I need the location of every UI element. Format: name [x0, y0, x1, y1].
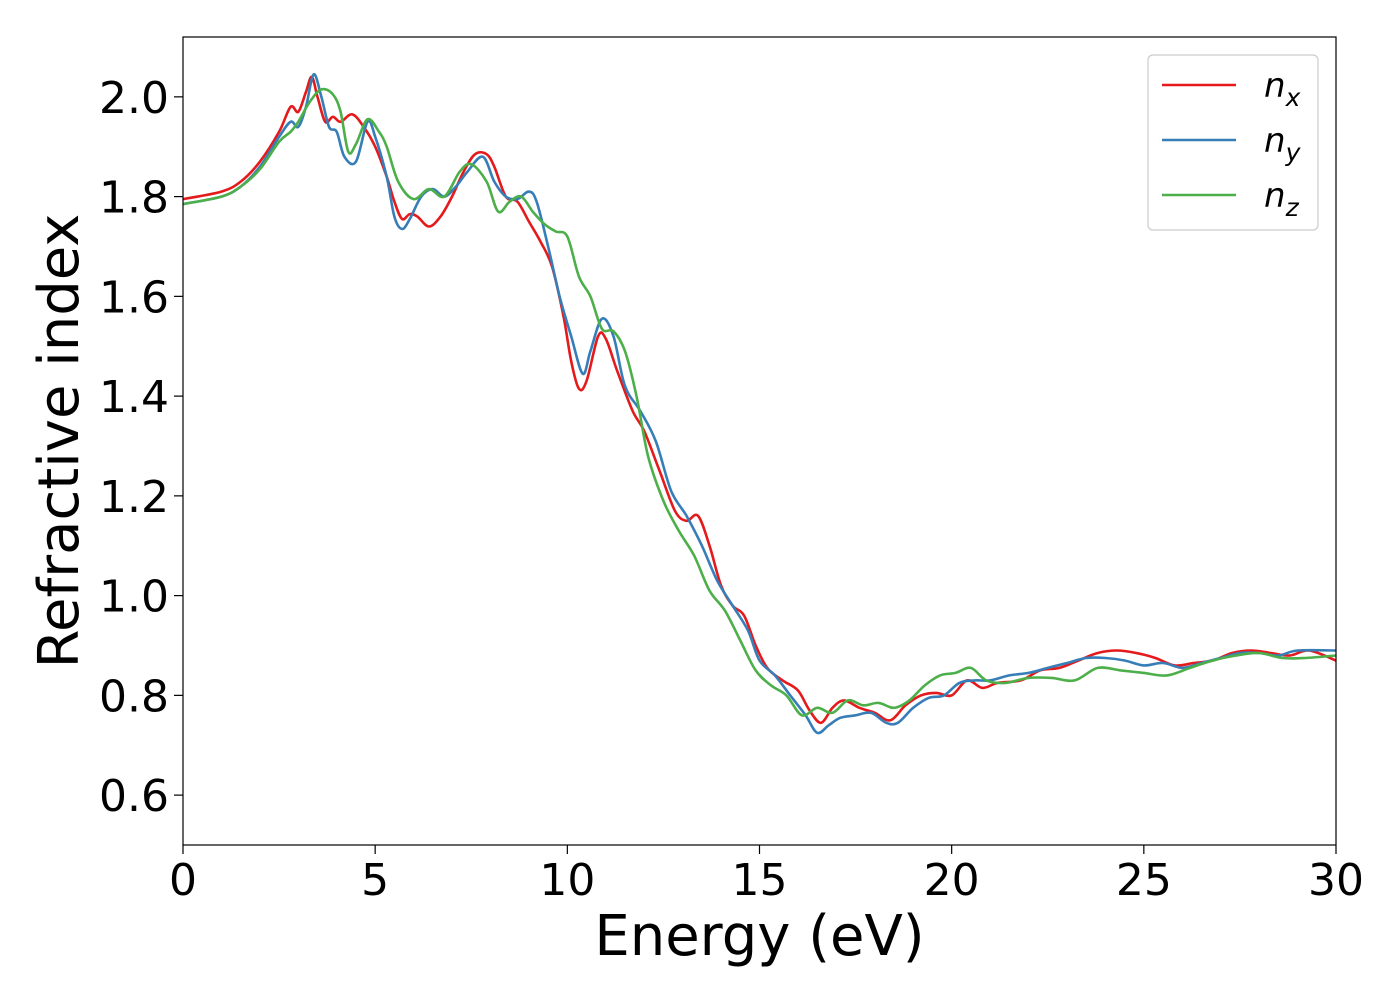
- y-tick-label: 1.8: [99, 173, 169, 224]
- y-axis-label: Refractive index: [27, 214, 92, 669]
- legend-label-y: ny: [1264, 121, 1302, 167]
- y-tick-label: 1.0: [99, 572, 169, 623]
- y-tick-label: 1.4: [99, 372, 169, 423]
- legend-label-z: nz: [1264, 176, 1300, 222]
- y-tick-label: 0.8: [99, 671, 169, 722]
- tick-layer: 0 5 10 15 20 25 30 0.6 0.8 1.0 1.2 1.4 1.6 1.8 2.0: [99, 73, 1364, 906]
- y-tick-label: 1.6: [99, 272, 169, 323]
- x-tick-label: 30: [1308, 855, 1364, 906]
- series-line-z: [183, 87, 1336, 717]
- x-tick-label: 5: [361, 855, 389, 906]
- x-tick-label: 20: [924, 855, 980, 906]
- y-tick-label: 2.0: [99, 73, 169, 124]
- series-layer: [183, 73, 1336, 735]
- x-tick-label: 0: [169, 855, 197, 906]
- legend: nx ny nz: [1147, 54, 1319, 231]
- x-tick-label: 25: [1116, 855, 1172, 906]
- y-tick-label: 0.6: [99, 771, 169, 822]
- legend-box: [1147, 54, 1319, 231]
- x-tick-label: 15: [732, 855, 788, 906]
- x-tick-label: 10: [539, 855, 595, 906]
- y-tick-label: 1.2: [99, 472, 169, 523]
- series-line-y: [183, 73, 1336, 735]
- x-axis-label: Energy (eV): [594, 904, 924, 969]
- legend-label-x: nx: [1264, 66, 1301, 112]
